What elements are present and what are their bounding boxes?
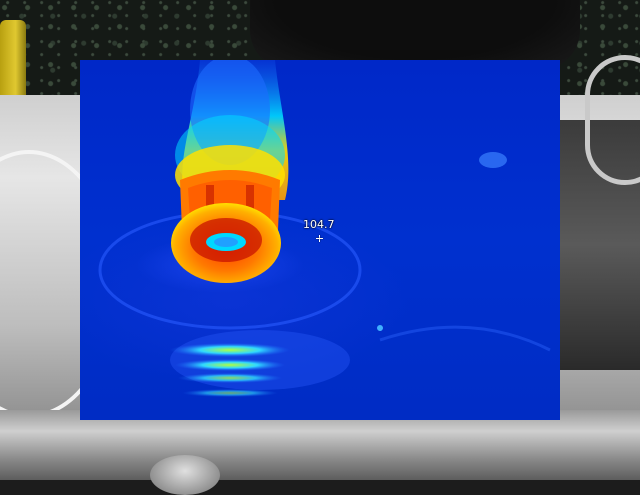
measurement-crosshair-icon (316, 235, 323, 242)
spot-temperature-readout: 104.7 (303, 219, 335, 231)
thermal-image-overlay: 104.7 (80, 60, 560, 420)
stove-knob (150, 455, 220, 495)
camera-scene: 104.7 (0, 0, 640, 480)
stove-front-edge (0, 410, 640, 480)
pot-handle (585, 55, 640, 185)
